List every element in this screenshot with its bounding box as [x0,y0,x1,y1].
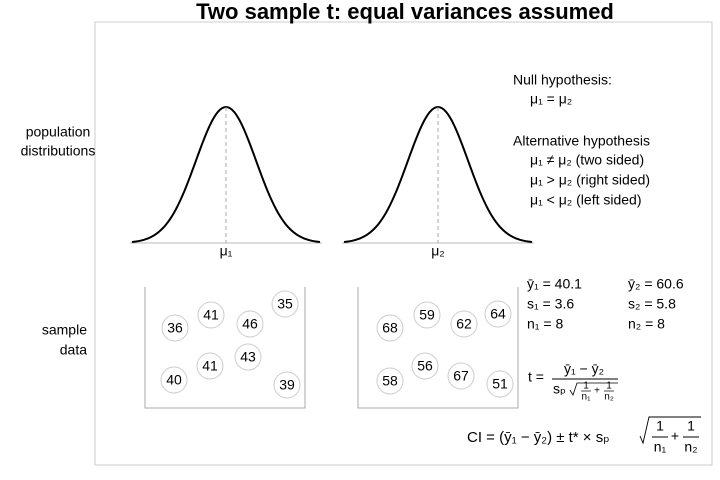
formula-text: ȳ₁ − ȳ₂ [564,361,604,377]
sample-value: 35 [277,296,293,312]
alt-hypothesis: μ₁ < μ₂ (left sided) [530,192,642,208]
title: Two sample t: equal variances assumed [196,0,614,24]
sample-value: 41 [202,358,218,374]
statistic: n₂ = 8 [628,316,665,332]
sample-point [273,371,301,399]
sample-point [376,367,404,395]
sqrt [639,416,701,445]
sample-value: 62 [456,316,472,332]
sample-point [447,362,475,390]
formula-text: 1 [606,381,612,392]
formula-text: + [594,386,600,397]
sample-value: 43 [240,349,256,365]
sample-value: 64 [490,306,506,322]
formula-text: 1 [687,418,695,434]
mean-label: μ₁ [220,243,233,259]
alt-hypothesis: μ₁ ≠ μ₂ (two sided) [530,152,644,168]
sample-value: 46 [242,316,258,332]
row-label: population [26,124,91,140]
formula-text: CI = (ȳ₁ − ȳ₂) ± t* × sₚ [467,429,610,446]
sample-point [234,343,262,371]
sample-point [376,314,404,342]
row-label: data [60,342,87,358]
frame [94,21,713,466]
row-label: sample [42,322,87,338]
alt-hypothesis: μ₁ > μ₂ (right sided) [530,172,650,188]
formula-text: 1 [583,381,589,392]
formula-text: n₁ [582,392,592,403]
formula-text: + [671,428,679,444]
sample-point [271,290,299,318]
sample-value: 59 [419,307,435,323]
sample-point [450,310,478,338]
sample-value: 68 [382,320,398,336]
sample-value: 39 [279,377,295,393]
sample-value: 56 [417,358,433,374]
statistic: ȳ₂ = 60.6 [628,276,684,292]
mean-label: μ₂ [431,243,445,259]
sample-value: 58 [382,373,398,389]
sample-point [196,352,224,380]
formula-text: n₂ [604,392,614,403]
sample-box [144,287,306,409]
formula-text: sₚ [553,381,566,397]
statistic: n₁ = 8 [527,316,563,332]
sample-value: 67 [453,368,469,384]
sample-point [486,370,514,398]
sample-point [411,352,439,380]
statistic: s₁ = 3.6 [527,296,574,312]
statistic: s₂ = 5.8 [628,296,676,312]
sample-point [160,366,188,394]
null-hypothesis: μ₁ = μ₂ [530,91,572,107]
row-label: distributions [21,143,96,159]
formula-text: 1 [656,418,664,434]
sqrt [569,382,618,396]
sample-point [484,300,512,328]
alt-heading: Alternative hypothesis [513,133,650,149]
sample-point [413,301,441,329]
formula-text: n₁ [654,439,667,455]
sample-box [357,287,519,409]
sample-point [236,310,264,338]
null-heading: Null hypothesis: [513,72,612,88]
sample-point [197,301,225,329]
formula-text: t = [528,369,544,385]
sample-value: 51 [492,376,508,392]
sample-point [161,314,189,342]
formula-text: n₂ [684,439,697,455]
sample-value: 36 [167,320,183,336]
statistic: ȳ₁ = 40.1 [527,276,582,292]
sample-value: 41 [203,307,219,323]
sample-value: 40 [166,372,182,388]
